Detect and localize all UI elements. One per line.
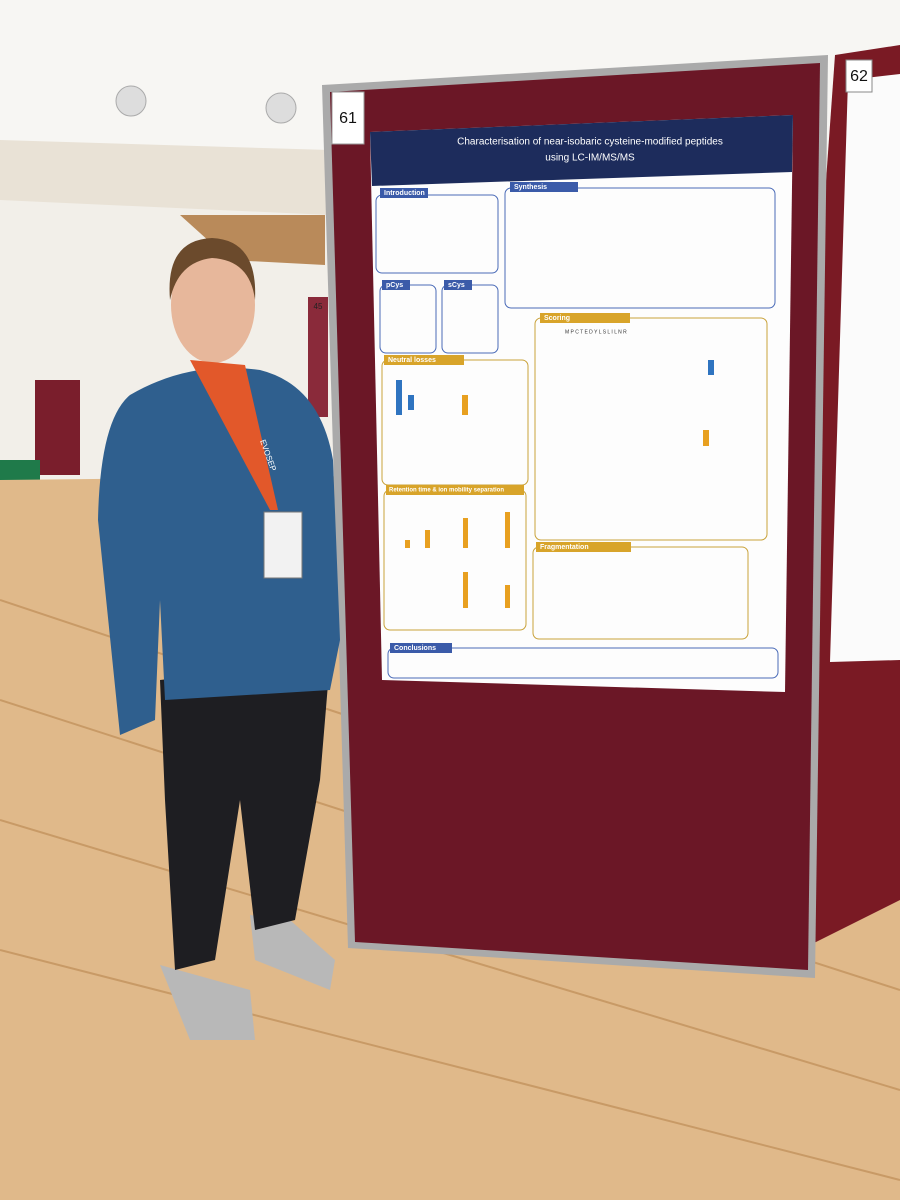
poster-bar-graphics bbox=[396, 360, 714, 608]
background-board bbox=[308, 297, 328, 417]
ceiling-beam bbox=[0, 140, 330, 215]
poster-title: using LC-IM/MS/MS bbox=[545, 153, 635, 164]
number-card bbox=[331, 91, 365, 145]
poster-header bbox=[370, 115, 793, 186]
person: EVOSEP bbox=[98, 238, 340, 1040]
board-number: 61 bbox=[339, 110, 357, 127]
board-number: 62 bbox=[850, 68, 868, 85]
section-header: Retention time & ion mobility separation bbox=[389, 488, 504, 494]
board-number: 45 bbox=[314, 302, 323, 311]
wood-slats bbox=[180, 215, 325, 265]
section-header: Fragmentation bbox=[540, 544, 589, 551]
section-header: sCys bbox=[448, 282, 465, 289]
poster-right bbox=[830, 74, 900, 662]
poster-title: Characterisation of near-isobaric cystei… bbox=[457, 137, 723, 148]
section-header: pCys bbox=[386, 282, 403, 289]
section-header: Introduction bbox=[384, 190, 425, 197]
vent bbox=[115, 85, 147, 117]
vent bbox=[265, 92, 297, 124]
section-header: Synthesis bbox=[514, 184, 547, 191]
section-header: Scoring bbox=[544, 315, 570, 322]
peptide-sequence: M P C T E D Y L S L I L N R bbox=[565, 329, 627, 335]
poster bbox=[370, 115, 793, 692]
background-board bbox=[35, 380, 80, 475]
section-headers: Introduction Synthesis pCys sCys Neutral… bbox=[380, 182, 631, 653]
section-header: Neutral losses bbox=[388, 357, 436, 364]
section-header: Conclusions bbox=[394, 645, 436, 652]
number-card bbox=[845, 59, 873, 93]
